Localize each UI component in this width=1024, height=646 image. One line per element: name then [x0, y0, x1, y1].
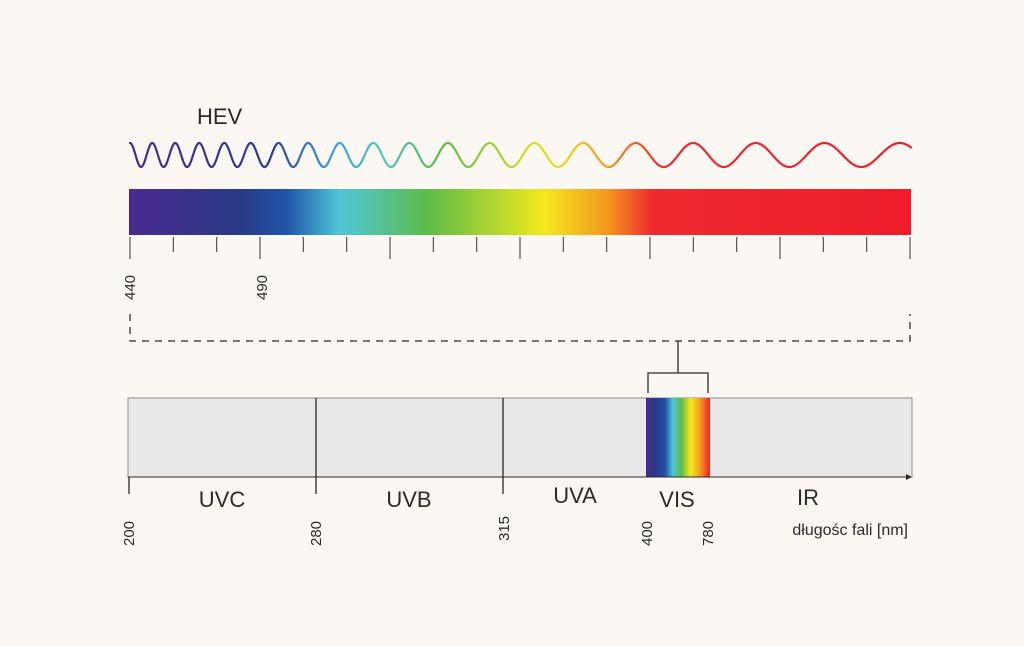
wavelength-wave [128, 141, 913, 169]
hev-label: HEV [197, 104, 243, 129]
region-label-uva: UVA [553, 483, 597, 508]
vis-bracket [647, 372, 709, 393]
spectrum-band [127, 397, 913, 478]
boundary-label-200: 200 [121, 521, 138, 546]
region-label-uvc: UVC [199, 487, 246, 512]
zoom-bracket-dashed [129, 314, 911, 342]
tick-label-440: 440 [122, 275, 139, 300]
hev-spectrum-bar [129, 189, 911, 235]
region-label-vis: VIS [659, 487, 694, 512]
boundary-label-280: 280 [308, 521, 325, 546]
tick-label-490: 490 [254, 275, 271, 300]
region-label-ir: IR [797, 485, 819, 510]
boundary-label-780: 780 [700, 521, 717, 546]
boundary-label-400: 400 [639, 521, 656, 546]
boundary-label-315: 315 [496, 516, 513, 541]
axis-label: długośc fali [nm] [792, 522, 908, 539]
vis-spectrum-segment [646, 398, 710, 477]
axis-arrow-icon [906, 474, 912, 480]
hev-ruler [129, 237, 911, 259]
region-label-uvb: UVB [386, 487, 431, 512]
